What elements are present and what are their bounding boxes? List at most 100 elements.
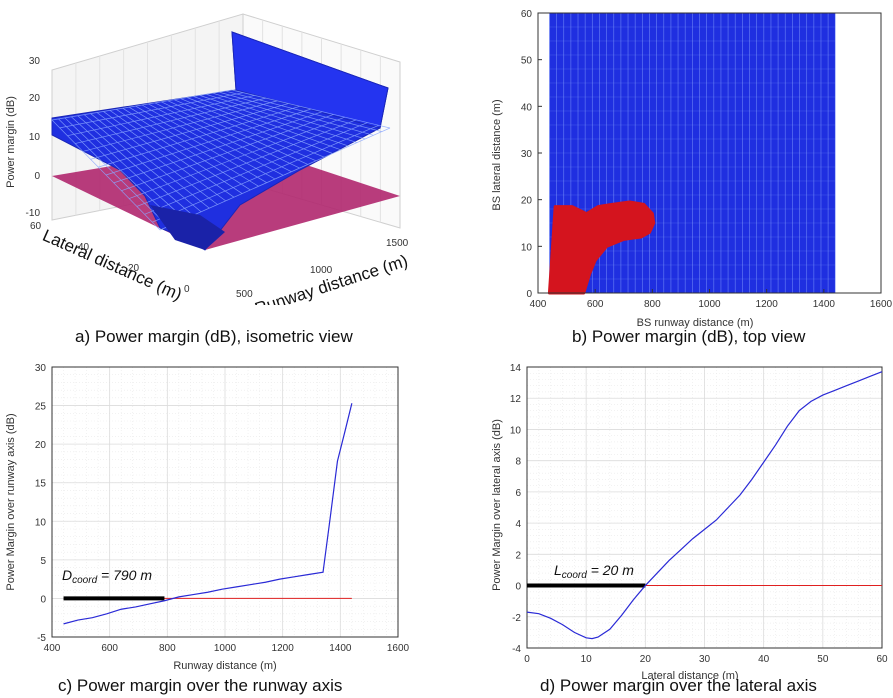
- p3-x-tick-label: 50: [817, 654, 829, 665]
- p2-x-tick-label: 1600: [387, 643, 410, 654]
- p3-y-tick-label: -4: [512, 644, 521, 655]
- c-annotation: Dcoord = 790 m: [62, 567, 152, 586]
- b-x-tick-label: 1600: [870, 299, 893, 310]
- p2-y-tick-label: 25: [35, 402, 47, 413]
- surface-mesh-line: [51, 89, 233, 121]
- z-tick: 0: [34, 171, 40, 182]
- p3-x-tick-label: 30: [699, 654, 711, 665]
- c-annotation-suffix: = 790 m: [97, 567, 152, 583]
- b-y-tick-label: 40: [521, 102, 533, 113]
- b-x-axis-label: BS runway distance (m): [637, 317, 754, 329]
- p2-y-tick-label: 20: [35, 440, 47, 451]
- p3-axes-box: [526, 366, 883, 649]
- b-x-tick-label: 1000: [698, 299, 721, 310]
- x-tick: 1500: [386, 238, 409, 249]
- d-x-axis-label: Lateral distance (m): [641, 670, 738, 680]
- surface-mesh-line: [144, 122, 368, 215]
- b-y-tick-label: 0: [526, 289, 532, 300]
- p3-x-tick-label: 20: [640, 654, 652, 665]
- p3-y-tick-label: 2: [515, 550, 521, 561]
- d-annotation-prefix: L: [554, 562, 562, 578]
- x-tick: 1000: [310, 265, 333, 276]
- z-axis-ticks: 30 20 10 0 -10: [26, 56, 41, 219]
- c-annotation-subscript: coord: [72, 575, 97, 586]
- surface-mesh-line: [159, 127, 391, 231]
- runway-axis-line-plot: 400 600 800 1000 1200 1400 1600-5051015202530 …: [5, 363, 410, 672]
- z-axis-label: Power margin (dB): [5, 96, 17, 188]
- p2-y-tick-label: 30: [35, 363, 47, 374]
- x-tick: 500: [236, 289, 253, 300]
- p3-x-tick-label: 10: [581, 654, 593, 665]
- surface-mesh-line: [90, 103, 289, 160]
- b-y-axis-label: BS lateral distance (m): [491, 99, 503, 210]
- p3-x-tick-label: 40: [758, 654, 770, 665]
- b-x-tick-label: 1200: [756, 299, 779, 310]
- x-axis-label: Runway distance (m): [252, 251, 410, 305]
- p2-x-tick-label: 1000: [214, 643, 237, 654]
- negative-margin-region: [547, 200, 656, 295]
- y-axis-label: Lateral distance (m): [40, 226, 185, 304]
- p2-axes-box: [51, 366, 399, 638]
- d-y-axis-label: Power Margin over lateral axis (dB): [491, 419, 503, 591]
- surface-mesh-line: [136, 119, 357, 207]
- p2-power-margin-line: [63, 403, 353, 625]
- b-y-tick-label: 50: [521, 56, 533, 67]
- p3-x-tick-label: 60: [876, 654, 888, 665]
- caption-c: c) Power margin over the runway axis: [58, 676, 343, 695]
- p3-y-tick-label: 4: [515, 519, 521, 530]
- c-y-axis-label: Power Margin over runway axis (dB): [5, 413, 17, 590]
- b-x-tick-label: 400: [530, 299, 547, 310]
- d-annotation-suffix: = 20 m: [587, 562, 634, 578]
- c-annotation-prefix: D: [62, 567, 72, 583]
- p3-y-tick-label: 8: [515, 457, 521, 468]
- p2-y-tick-label: 10: [35, 517, 47, 528]
- caption-b: b) Power margin (dB), top view: [572, 327, 806, 346]
- b-y-tick-label: 10: [521, 242, 533, 253]
- p2-y-tick-label: -5: [37, 633, 46, 644]
- y-tick: 0: [184, 284, 190, 295]
- b-y-tick-label: 20: [521, 196, 533, 207]
- d-annotation-subscript: coord: [562, 570, 587, 581]
- z-tick: 30: [29, 56, 41, 67]
- b-x-tick-label: 600: [587, 299, 604, 310]
- p2-x-tick-label: 1400: [329, 643, 352, 654]
- p3-y-tick-label: 12: [510, 394, 522, 405]
- surface-mesh-line: [98, 105, 300, 168]
- b-y-tick-label: 60: [521, 9, 533, 20]
- surface-dip: [150, 205, 225, 250]
- surface-mesh-line: [82, 100, 278, 152]
- b-x-tick-label: 1400: [813, 299, 836, 310]
- p3-y-tick-label: 10: [510, 425, 522, 436]
- b-y-tick-label: 30: [521, 149, 533, 160]
- surface-mesh-line: [75, 97, 266, 144]
- surface-mesh-line: [59, 92, 244, 129]
- surface-mesh-line: [152, 124, 379, 223]
- caption-a: a) Power margin (dB), isometric view: [75, 327, 353, 346]
- y-tick: 40: [78, 242, 90, 253]
- surface-mesh-line: [67, 95, 255, 137]
- p3-y-tick-label: 6: [515, 488, 521, 499]
- p3-y-tick-label: -2: [512, 613, 521, 624]
- p3-power-margin-line: [526, 371, 883, 640]
- p3-x-tick-label: 0: [524, 654, 530, 665]
- c-x-axis-label: Runway distance (m): [173, 660, 276, 672]
- surface-mesh-line: [121, 114, 334, 192]
- y-axis-ticks: 60 40 20 0: [30, 221, 190, 295]
- top-view-heatmap: 400 600 800 1000 1200 1400 1600 0 10 20 30 40 50 60 B…: [491, 9, 893, 329]
- p3-y-tick-label: 14: [510, 363, 522, 374]
- lateral-axis-line-plot: 0 10 20 30 40 50 60 -4 -2 0 2 4 6 8 10 12 14 Lateral dis…: [491, 363, 888, 680]
- p2-x-tick-label: 400: [44, 643, 61, 654]
- p2-y-tick-label: 0: [40, 594, 46, 605]
- z-tick: 20: [29, 93, 41, 104]
- caption-d: d) Power margin over the lateral axis: [540, 676, 817, 695]
- z-tick: 10: [29, 132, 41, 143]
- p2-x-tick-label: 600: [101, 643, 118, 654]
- y-tick: 60: [30, 221, 42, 232]
- d-annotation: Lcoord = 20 m: [554, 562, 634, 581]
- p3-y-tick-label: 0: [515, 582, 521, 593]
- b-x-tick-label: 800: [644, 299, 661, 310]
- p2-x-tick-label: 1200: [272, 643, 295, 654]
- y-tick: 20: [128, 263, 140, 274]
- surface-mesh-line: [105, 108, 312, 176]
- x-axis-ticks: 500 1000 1500: [236, 238, 409, 300]
